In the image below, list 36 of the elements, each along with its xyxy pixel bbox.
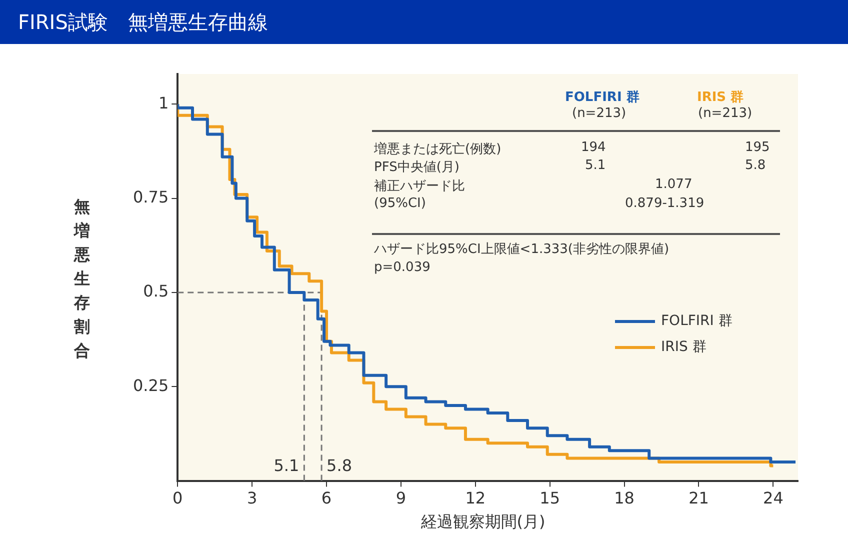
legend-label: IRIS 群 (661, 338, 706, 356)
x-tick-label: 12 (465, 488, 486, 508)
annotation: 194 (581, 140, 606, 155)
x-tick-label: 21 (688, 488, 709, 508)
y-tick-label: 0.5 (143, 282, 169, 301)
x-tick-label: 9 (396, 488, 406, 508)
annotation: (n=213) (698, 106, 752, 121)
y-tick-label: 0.25 (133, 376, 169, 395)
x-tick-label: 3 (246, 488, 258, 508)
y-tick-label: 1 (158, 93, 169, 112)
x-axis-title: 経過観察期間(月) (420, 512, 546, 533)
annotation: 1.077 (655, 177, 692, 192)
annotation: (n=213) (572, 106, 626, 121)
chart-title: FIRIS試験 無増悪生存曲線 (0, 0, 848, 44)
annotation: p=0.039 (374, 260, 430, 275)
annotation: 増悪または死亡(例数) (374, 140, 502, 158)
x-tick-label: 6 (321, 488, 332, 508)
annotation: 5.1 (585, 158, 606, 173)
x-tick-label: 0 (172, 488, 183, 508)
annotation: 補正ハザード比 (374, 178, 465, 195)
y-tick-label: 0.75 (133, 187, 169, 206)
legend-label: FOLFIRI 群 (661, 312, 732, 330)
annotation: 5.8 (745, 158, 766, 173)
annotation: IRIS 群 (697, 89, 744, 106)
annotation: FOLFIRI 群 (565, 89, 640, 106)
ref-line-label: 5.8 (326, 456, 352, 475)
x-tick-label: 18 (614, 488, 634, 508)
annotation: ハザード比95%CI上限値<1.333(非劣性の限界値) (374, 241, 670, 258)
ref-line-label: 5.1 (274, 456, 300, 475)
y-axis-title: 無増悪生存割合 (72, 196, 91, 362)
x-tick-label: 24 (763, 488, 784, 508)
annotation: 0.879-1.319 (625, 196, 704, 211)
x-tick-label: 15 (540, 488, 560, 508)
annotation: 195 (745, 140, 770, 155)
annotation: PFS中央値(月) (374, 159, 460, 176)
annotation: (95%CI) (374, 196, 426, 211)
